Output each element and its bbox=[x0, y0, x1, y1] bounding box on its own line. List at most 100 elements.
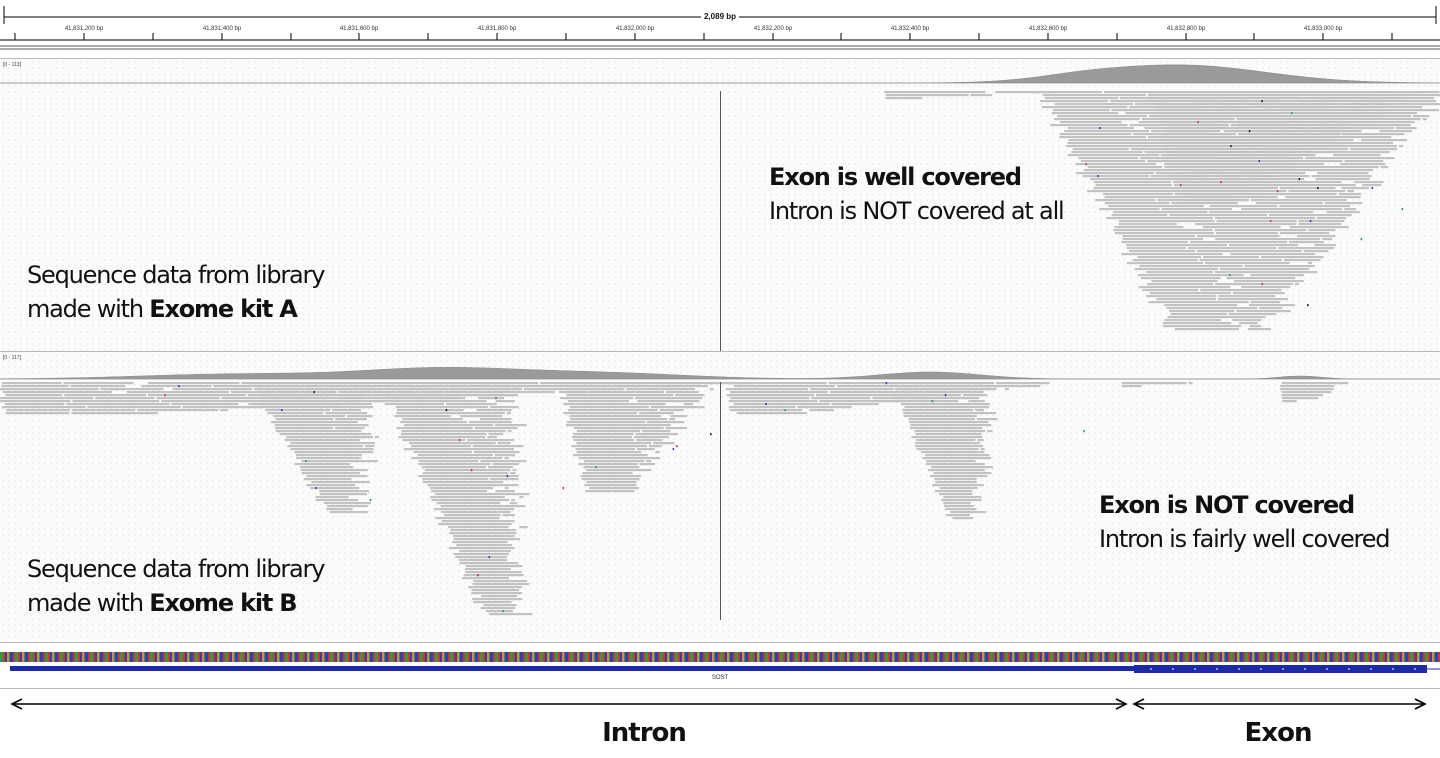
read bbox=[1285, 196, 1361, 199]
read bbox=[507, 412, 511, 415]
read bbox=[1147, 97, 1251, 100]
read bbox=[915, 442, 981, 445]
read bbox=[141, 385, 212, 388]
read bbox=[943, 502, 971, 505]
read bbox=[1282, 172, 1289, 175]
mismatch bbox=[931, 400, 934, 403]
read bbox=[396, 427, 473, 430]
read bbox=[1399, 145, 1404, 148]
read bbox=[1075, 163, 1157, 166]
read bbox=[915, 445, 984, 448]
read bbox=[1132, 259, 1198, 262]
read bbox=[1179, 199, 1248, 202]
read bbox=[987, 430, 993, 433]
read bbox=[910, 427, 983, 430]
read bbox=[485, 610, 513, 613]
read bbox=[1292, 115, 1383, 118]
caption-b: Sequence data from library made with Exo… bbox=[27, 552, 325, 620]
read bbox=[402, 418, 463, 421]
read bbox=[1172, 187, 1230, 190]
read bbox=[1215, 283, 1293, 286]
read bbox=[675, 394, 705, 397]
read bbox=[441, 520, 515, 523]
read bbox=[560, 397, 634, 400]
read bbox=[885, 97, 923, 100]
read bbox=[1252, 100, 1335, 103]
read bbox=[100, 388, 164, 391]
sequence-track[interactable] bbox=[0, 652, 1440, 662]
read bbox=[1050, 124, 1128, 127]
read bbox=[401, 430, 506, 433]
alignment-track-b[interactable]: [0 - 117] Sequence data from library mad… bbox=[0, 351, 1440, 643]
read bbox=[332, 409, 361, 412]
read bbox=[1248, 133, 1340, 136]
alignment-track-a[interactable]: [0 - 113] Sequence data from library mad… bbox=[0, 58, 1440, 352]
read bbox=[483, 388, 516, 391]
read bbox=[390, 400, 487, 403]
read bbox=[411, 445, 471, 448]
read bbox=[916, 439, 976, 442]
read bbox=[1269, 160, 1294, 163]
read bbox=[248, 382, 320, 385]
caption-a: Sequence data from library made with Exo… bbox=[27, 258, 325, 326]
read bbox=[1303, 250, 1329, 253]
read bbox=[441, 511, 511, 514]
read bbox=[1060, 121, 1122, 124]
read bbox=[1042, 94, 1146, 97]
read bbox=[346, 415, 373, 418]
read bbox=[473, 451, 520, 454]
read bbox=[736, 412, 808, 415]
read bbox=[665, 391, 700, 394]
read bbox=[1312, 151, 1390, 154]
read bbox=[1205, 262, 1290, 265]
mismatch bbox=[1248, 130, 1251, 133]
read bbox=[1137, 256, 1201, 259]
read bbox=[568, 400, 629, 403]
read bbox=[1342, 133, 1405, 136]
read bbox=[576, 430, 641, 433]
read bbox=[418, 475, 519, 478]
read bbox=[733, 403, 830, 406]
read bbox=[488, 433, 504, 436]
read bbox=[797, 406, 852, 409]
read bbox=[1335, 103, 1393, 106]
note-a: Exon is well covered Intron is NOT cover… bbox=[769, 160, 1065, 228]
read bbox=[1244, 265, 1315, 268]
read bbox=[1059, 133, 1132, 136]
read bbox=[1230, 142, 1335, 145]
read bbox=[1104, 202, 1170, 205]
read bbox=[819, 400, 898, 403]
note-b: Exon is NOT covered Intron is fairly wel… bbox=[1099, 488, 1391, 556]
read bbox=[1114, 226, 1184, 229]
read bbox=[424, 469, 511, 472]
mismatch bbox=[1230, 145, 1232, 148]
read bbox=[1139, 265, 1243, 268]
gene-model bbox=[10, 665, 1440, 673]
genome-ruler[interactable]: 2,089 bp 41,831,200 bp 41,831,400 bp 41,83… bbox=[0, 0, 1440, 56]
read bbox=[575, 448, 636, 451]
read bbox=[1320, 118, 1421, 121]
read bbox=[1422, 118, 1427, 121]
read bbox=[126, 391, 229, 394]
note-a-bold: Exon is well covered bbox=[769, 163, 1022, 191]
read bbox=[1106, 217, 1213, 220]
read bbox=[1254, 109, 1333, 112]
read bbox=[315, 496, 349, 499]
read bbox=[63, 382, 134, 385]
read bbox=[310, 487, 360, 490]
read bbox=[921, 451, 985, 454]
read bbox=[1095, 184, 1172, 187]
read bbox=[443, 514, 501, 517]
gene-track[interactable]: SOST bbox=[0, 664, 1440, 689]
read bbox=[894, 388, 997, 391]
read bbox=[1263, 184, 1356, 187]
gene-name: SOST bbox=[711, 675, 729, 681]
read bbox=[1195, 223, 1297, 226]
read bbox=[1153, 100, 1251, 103]
read bbox=[1251, 148, 1311, 151]
read bbox=[578, 463, 638, 466]
center-line-b bbox=[720, 382, 721, 620]
read bbox=[397, 409, 464, 412]
read bbox=[258, 391, 337, 394]
read bbox=[837, 385, 926, 388]
